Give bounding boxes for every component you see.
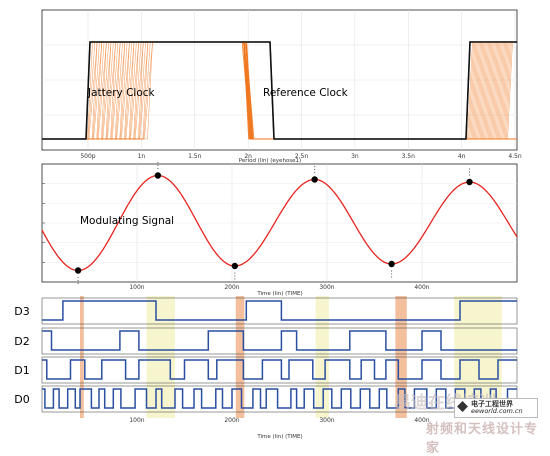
row-frame-d1 [41, 356, 518, 384]
eeworld-logo-url: eeworld.com.cn [471, 407, 523, 415]
plot1-tick-label: 2n [244, 153, 252, 160]
digital-bus-chart: D3 D2 D1 D0 100n 200n 300n 400n Time (lin) (TI… [0, 292, 550, 440]
jittery-clock-label: Jattery Clock [87, 87, 156, 99]
channel-label-d1: D1 [14, 364, 29, 377]
marker-dot [157, 164, 159, 167]
plot2-tick-label: 400n [414, 284, 429, 291]
watermark-sub-text: 射频和天线设计专家 [426, 422, 539, 456]
marker-dot [314, 168, 316, 171]
plot3-tick-label: 300n [319, 417, 334, 424]
reference-clock-line [42, 41, 517, 140]
watermark: 易迪在线培训 电子工程世界 eeworld.com.cn 射频和天线设计专家 [394, 388, 544, 456]
plot1-tick-label: 1n [138, 153, 146, 160]
plot1-tick-label: 3n [351, 153, 359, 160]
marker-dot [157, 167, 159, 170]
clock-overlay-chart: Jattery Clock Reference Clock 500p 1n 1.5n… [0, 0, 550, 165]
row-frame-d3 [41, 297, 518, 325]
signal-marker-point [231, 262, 239, 270]
row-frame-d2 [41, 327, 518, 355]
marker-dot [77, 279, 79, 282]
marker-dot [77, 276, 79, 279]
eeworld-logo-cn: 电子工程世界 [471, 400, 513, 408]
plot2-tick-label: 100n [129, 284, 144, 291]
clock-overlay-svg: Jattery Clock Reference Clock 500p 1n 1.5n… [41, 9, 522, 164]
modulating-signal-svg: Modulating Signal 100n 200n 300n 400n Time … [41, 161, 518, 297]
signal-marker-point [388, 260, 395, 268]
modulating-signal-chart: Modulating Signal 100n 200n 300n 400n Time … [0, 161, 550, 298]
plot3-tick-label: 200n [224, 417, 239, 424]
plot1-tick-label: 2.5n [295, 153, 309, 160]
channel-label-d2: D2 [14, 335, 29, 348]
plot1-tick-label: 3.5n [402, 153, 416, 160]
plot3-tick-label: 100n [129, 417, 144, 424]
marker-dot [234, 275, 236, 277]
plot1-tick-label: 1.5n [188, 153, 202, 160]
signal-line-d0 [42, 388, 517, 409]
signal-line-d2 [42, 330, 517, 351]
marker-dot [157, 161, 159, 164]
reference-clock-label: Reference Clock [263, 87, 349, 99]
marker-dot [391, 273, 393, 275]
marker-dot [468, 174, 471, 176]
signal-marker-point [466, 178, 473, 186]
plot1-tick-label: 4.5n [508, 153, 522, 160]
marker-dot [314, 171, 316, 174]
plot2-tick-label: 200n [224, 284, 239, 291]
modulating-signal-label: Modulating Signal [80, 215, 174, 227]
plot1-tick-label: 500p [80, 153, 95, 160]
plot3-xlabel: Time (lin) (TIME) [256, 434, 302, 440]
signal-line-d1 [42, 359, 517, 380]
marker-dot [391, 270, 393, 272]
marker-dot [234, 278, 236, 280]
eeworld-logo-icon [457, 401, 468, 412]
modulating-sine-line [41, 174, 518, 272]
channel-label-d0: D0 [14, 393, 29, 406]
signal-marker-point [311, 176, 318, 183]
marker-dot [314, 165, 316, 168]
digital-bus-svg: D3 D2 D1 D0 100n 200n 300n 400n Time (lin) (TI… [14, 296, 518, 440]
channel-label-d3: D3 [14, 305, 29, 318]
signal-line-d3 [42, 300, 517, 321]
plot1-tick-label: 4n [458, 153, 466, 160]
eeworld-logo: 电子工程世界 eeworld.com.cn [454, 398, 538, 418]
plot1-xlabel: Period (lin) (eyehose1) [239, 158, 301, 164]
marker-dot [468, 171, 471, 173]
plot3-tick-label: 400n [414, 417, 429, 424]
signal-marker-point [154, 172, 162, 179]
signal-marker-point [74, 267, 82, 274]
marker-dot [468, 168, 471, 170]
marker-dot [77, 282, 79, 285]
plot2-xlabel: Time (lin) (TIME) [256, 291, 302, 297]
marker-dot [234, 272, 236, 274]
marker-dot [391, 276, 393, 278]
plot2-tick-label: 300n [319, 284, 334, 291]
